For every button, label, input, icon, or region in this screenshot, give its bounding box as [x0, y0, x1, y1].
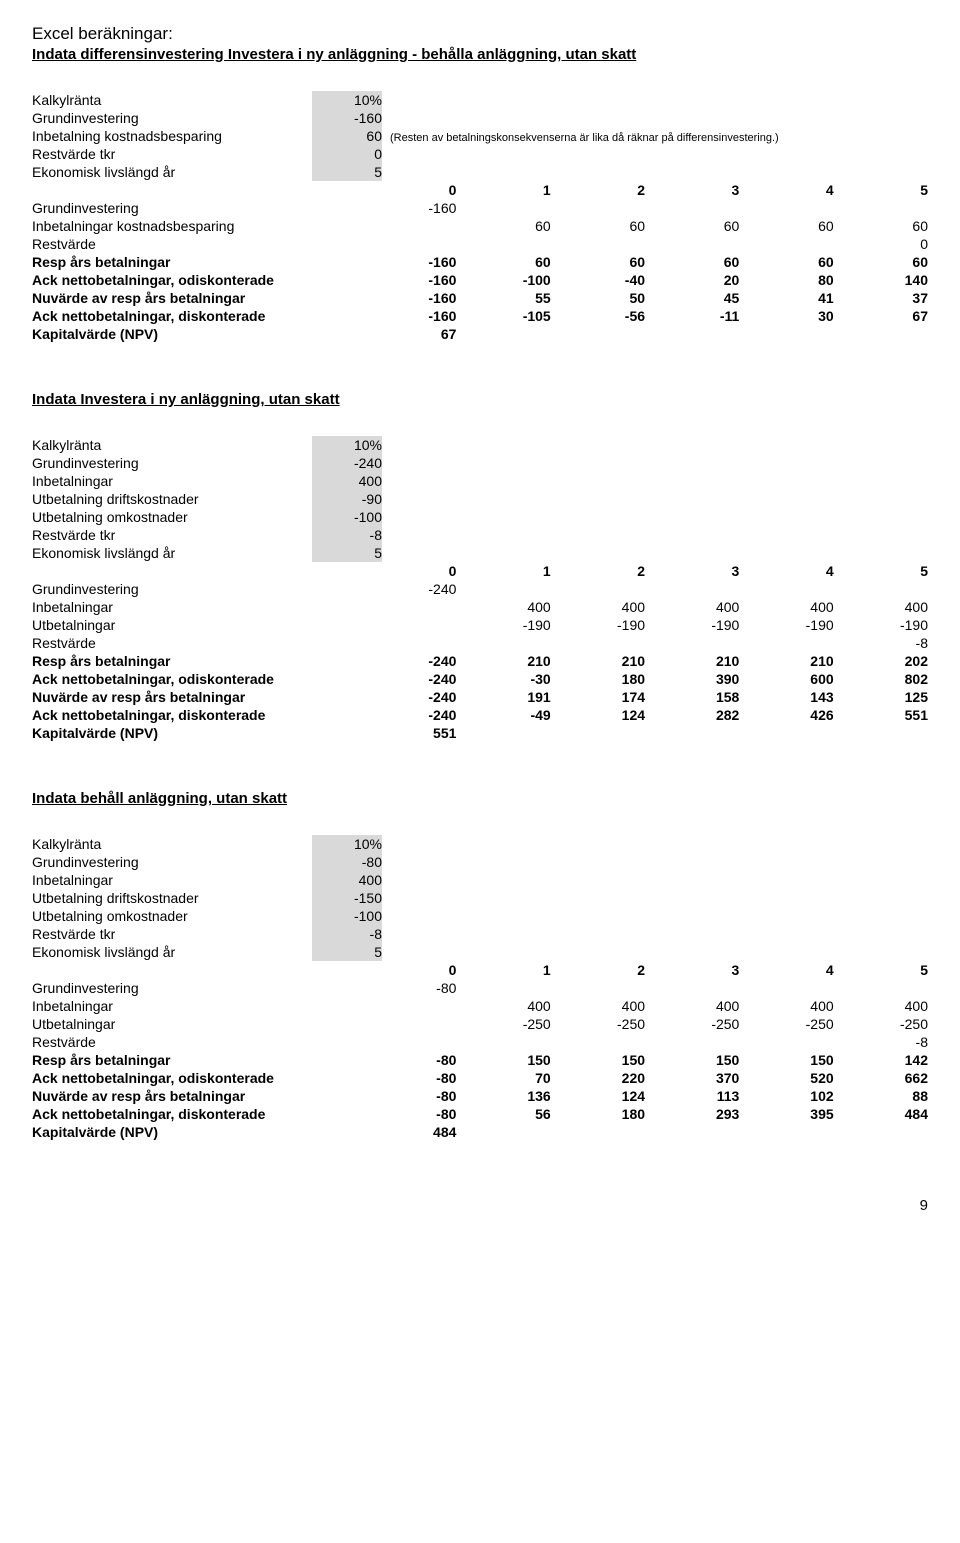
- s1-row-inbetkost: Inbetalningar kostnadsbesparing 60 60 60…: [32, 217, 928, 235]
- s2-row-kapitalvarde: Kapitalvärde (NPV) 551: [32, 724, 928, 742]
- s3-row-ackodisk: Ack nettobetalningar, odiskonterade -80 …: [32, 1069, 928, 1087]
- s1-row-nuvarde: Nuvärde av resp års betalningar -160 55 …: [32, 289, 928, 307]
- s2-row-nuvarde: Nuvärde av resp års betalningar -240 191…: [32, 688, 928, 706]
- s2-row-respars: Resp års betalningar -240 210 210 210 21…: [32, 652, 928, 670]
- label-ek-livslangd: Ekonomisk livslängd år: [32, 163, 312, 181]
- section2-header: Indata Investera i ny anläggning, utan s…: [32, 391, 928, 408]
- s2-row-ackodisk: Ack nettobetalningar, odiskonterade -240…: [32, 670, 928, 688]
- s1-row-ackodisk: Ack nettobetalningar, odiskonterade -160…: [32, 271, 928, 289]
- page-number: 9: [32, 1197, 928, 1214]
- label-grundinv: Grundinvestering: [32, 109, 312, 127]
- section3-table: 0 1 2 3 4 5 Grundinvestering -80 Inbetal…: [32, 961, 928, 1141]
- s1-note: (Resten av betalningskonsekvenserna är l…: [382, 127, 928, 145]
- section2-table: 0 1 2 3 4 5 Grundinvestering -240 Inbeta…: [32, 562, 928, 742]
- section1-header: Indata differensinvestering Investera i …: [32, 46, 928, 63]
- s3-row-nuvarde: Nuvärde av resp års betalningar -80 136 …: [32, 1087, 928, 1105]
- s1-restvarde-tkr: 0: [312, 145, 382, 163]
- s1-row-kapitalvarde: Kapitalvärde (NPV) 67: [32, 325, 928, 343]
- label-kalkylranta: Kalkylränta: [32, 91, 312, 109]
- section1-inputs: Kalkylränta 10% Grundinvestering -160 In…: [32, 91, 928, 181]
- s3-row-restvarde: Restvärde -8: [32, 1033, 928, 1051]
- s3-row-grundinv: Grundinvestering -80: [32, 979, 928, 997]
- label-inbet-kost: Inbetalning kostnadsbesparing: [32, 127, 312, 145]
- s1-ek-livslangd: 5: [312, 163, 382, 181]
- s2-row-inbet: Inbetalningar 400 400 400 400 400: [32, 598, 928, 616]
- s1-header-row: 0 1 2 3 4 5: [32, 181, 928, 199]
- s3-row-inbet: Inbetalningar 400 400 400 400 400: [32, 997, 928, 1015]
- s2-row-utbet: Utbetalningar -190 -190 -190 -190 -190: [32, 616, 928, 634]
- s2-row-grundinv: Grundinvestering -240: [32, 580, 928, 598]
- s1-grundinv: -160: [312, 109, 382, 127]
- page-title: Excel beräkningar:: [32, 24, 928, 44]
- s1-row-grundinv: Grundinvestering -160: [32, 199, 928, 217]
- s1-row-ackdisk: Ack nettobetalningar, diskonterade -160 …: [32, 307, 928, 325]
- s3-row-respars: Resp års betalningar -80 150 150 150 150…: [32, 1051, 928, 1069]
- s2-row-restvarde: Restvärde -8: [32, 634, 928, 652]
- section3-inputs: Kalkylränta 10% Grundinvestering -80 Inb…: [32, 835, 928, 961]
- s1-row-restvarde: Restvärde 0: [32, 235, 928, 253]
- s1-row-respars: Resp års betalningar -160 60 60 60 60 60: [32, 253, 928, 271]
- s2-row-ackdisk: Ack nettobetalningar, diskonterade -240 …: [32, 706, 928, 724]
- s2-header-row: 0 1 2 3 4 5: [32, 562, 928, 580]
- label-restvarde-tkr: Restvärde tkr: [32, 145, 312, 163]
- section1-table: 0 1 2 3 4 5 Grundinvestering -160 Inbeta…: [32, 181, 928, 343]
- s3-row-ackdisk: Ack nettobetalningar, diskonterade -80 5…: [32, 1105, 928, 1123]
- s1-kalkylranta: 10%: [312, 91, 382, 109]
- s3-header-row: 0 1 2 3 4 5: [32, 961, 928, 979]
- section2-inputs: Kalkylränta 10% Grundinvestering -240 In…: [32, 436, 928, 562]
- s3-row-utbet: Utbetalningar -250 -250 -250 -250 -250: [32, 1015, 928, 1033]
- s1-inbet-kost: 60: [312, 127, 382, 145]
- section3-header: Indata behåll anläggning, utan skatt: [32, 790, 928, 807]
- s3-row-kapitalvarde: Kapitalvärde (NPV) 484: [32, 1123, 928, 1141]
